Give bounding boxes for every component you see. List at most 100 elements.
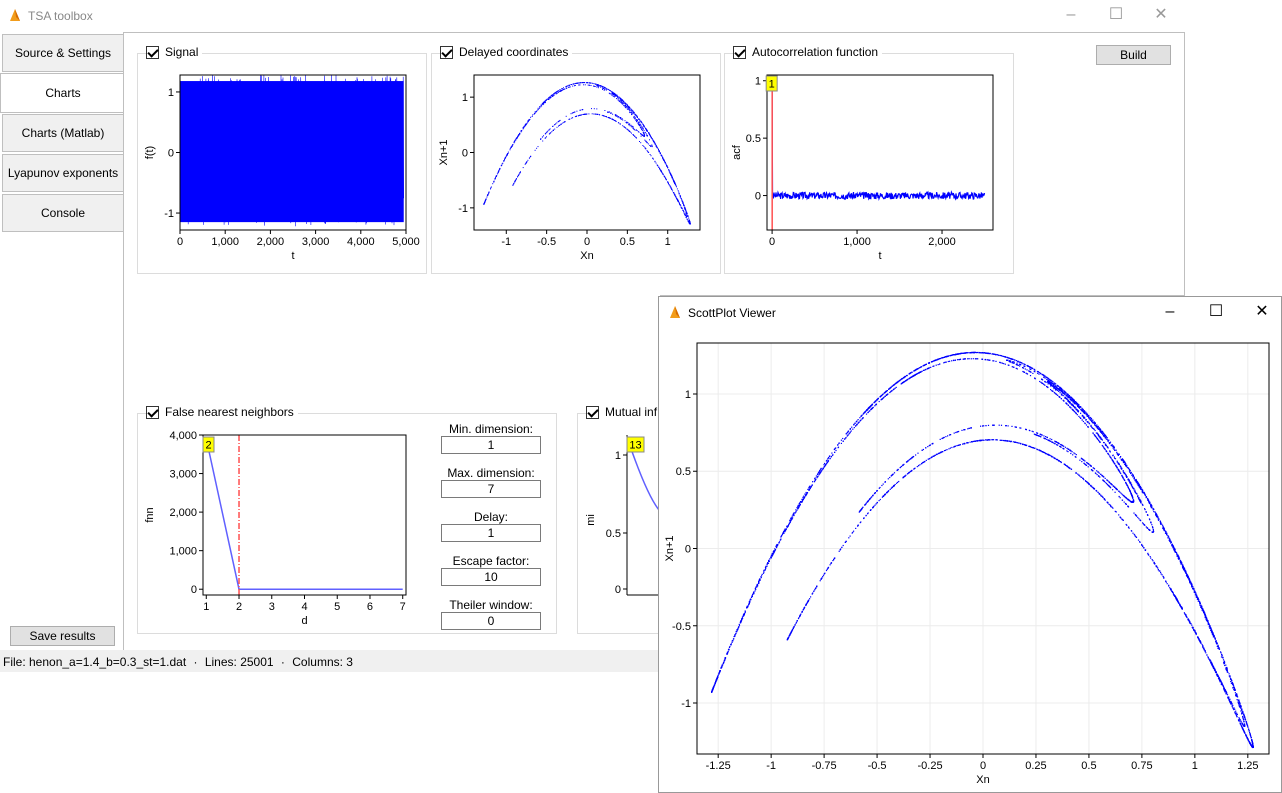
data-point (1114, 458, 1117, 460)
data-point (900, 378, 902, 380)
data-point (824, 465, 826, 467)
data-point (870, 509, 872, 511)
data-point (629, 112, 631, 114)
data-point (613, 93, 615, 95)
data-point (837, 447, 839, 449)
data-point (650, 155, 652, 157)
delay-field[interactable]: 1 (441, 524, 541, 542)
data-point (1095, 424, 1097, 427)
data-point (849, 432, 851, 434)
data-point (1183, 612, 1185, 614)
data-point (642, 127, 644, 129)
data-point (800, 613, 802, 615)
data-point (1217, 645, 1219, 647)
data-point (635, 115, 637, 117)
data-point (1100, 431, 1102, 433)
save-results-button[interactable]: Save results (10, 626, 115, 646)
data-point (512, 144, 514, 146)
data-point (974, 351, 976, 354)
checkbox-icon (733, 45, 746, 59)
data-point (981, 439, 983, 441)
tab-charts-matlab[interactable]: Charts (Matlab) (2, 114, 124, 152)
signal-checkbox[interactable]: Signal (146, 45, 203, 59)
data-point (996, 439, 998, 441)
data-point (598, 85, 600, 87)
data-point (651, 146, 653, 148)
maximize-button[interactable]: ☐ (1108, 6, 1124, 23)
min-dimension-label: Min. dimension: (448, 422, 534, 436)
max-dimension-field[interactable]: 7 (441, 480, 541, 498)
tab-source-settings[interactable]: Source & Settings (2, 34, 124, 72)
delayed-checkbox[interactable]: Delayed coordinates (440, 45, 573, 59)
acf-checkbox[interactable]: Autocorrelation function (733, 45, 883, 59)
data-point (1123, 495, 1125, 497)
data-point (1148, 518, 1151, 520)
data-point (717, 674, 719, 676)
data-point (636, 115, 638, 117)
data-point (646, 142, 648, 144)
viewer-title: ScottPlot Viewer (688, 306, 776, 320)
data-point (807, 488, 809, 490)
data-point (1238, 702, 1240, 704)
data-point (1046, 378, 1048, 380)
data-point (639, 125, 640, 127)
data-point (886, 390, 888, 392)
data-point (1205, 616, 1207, 618)
data-point (891, 385, 894, 387)
data-point (1156, 514, 1158, 516)
min-dimension-field[interactable]: 1 (441, 436, 541, 454)
data-point (551, 94, 553, 96)
data-point (1022, 370, 1024, 373)
theiler-window-field[interactable]: 0 (441, 612, 541, 630)
data-point (1088, 416, 1090, 418)
escape-factor-field[interactable]: 10 (441, 568, 541, 586)
data-point (535, 111, 537, 113)
viewer-minimize-button[interactable]: – (1165, 303, 1175, 320)
data-point (656, 164, 658, 166)
data-point (1072, 454, 1074, 456)
data-point (1182, 566, 1184, 568)
data-point (914, 467, 916, 469)
data-point (813, 480, 816, 482)
tab-lyapunov[interactable]: Lyapunov exponents (2, 154, 124, 192)
data-point (1103, 441, 1105, 444)
data-point (628, 107, 630, 109)
data-point (1080, 408, 1082, 411)
tab-charts[interactable]: Charts (0, 73, 125, 113)
data-point (1179, 603, 1181, 605)
fnn-checkbox[interactable]: False nearest neighbors (146, 405, 298, 419)
data-point (1024, 368, 1026, 370)
viewer-maximize-button[interactable]: ☐ (1208, 303, 1224, 320)
data-point (1122, 470, 1124, 472)
data-point (516, 137, 518, 139)
minimize-button[interactable]: – (1066, 6, 1076, 23)
data-point (1155, 513, 1158, 516)
data-point (820, 468, 822, 470)
data-point (1163, 577, 1165, 579)
data-point (576, 82, 578, 84)
data-point (984, 352, 986, 354)
data-point (1053, 388, 1055, 390)
data-point (865, 413, 868, 415)
data-point (1101, 439, 1103, 441)
delay-label: Delay: (473, 510, 508, 524)
data-point (688, 221, 690, 223)
data-point (979, 352, 981, 354)
data-point (1119, 457, 1121, 459)
viewer-chart: -1.25 -1 -0.75 -0.5 -0.25 0 0.25 0.5 0.75 1 1.2510… (664, 342, 1270, 786)
data-point (683, 210, 684, 212)
build-button[interactable]: Build (1096, 45, 1171, 65)
close-button[interactable]: ✕ (1154, 6, 1168, 23)
data-point (791, 518, 793, 520)
data-point (643, 130, 645, 132)
mi-checkbox[interactable]: Mutual inf (586, 405, 662, 419)
tab-console[interactable]: Console (2, 194, 124, 232)
data-point (911, 457, 913, 459)
data-point (890, 386, 892, 388)
data-point (1144, 509, 1146, 511)
data-point (1142, 523, 1144, 525)
data-point (820, 470, 823, 472)
data-point (674, 183, 676, 185)
viewer-close-button[interactable]: ✕ (1255, 303, 1269, 320)
data-point (684, 206, 686, 208)
